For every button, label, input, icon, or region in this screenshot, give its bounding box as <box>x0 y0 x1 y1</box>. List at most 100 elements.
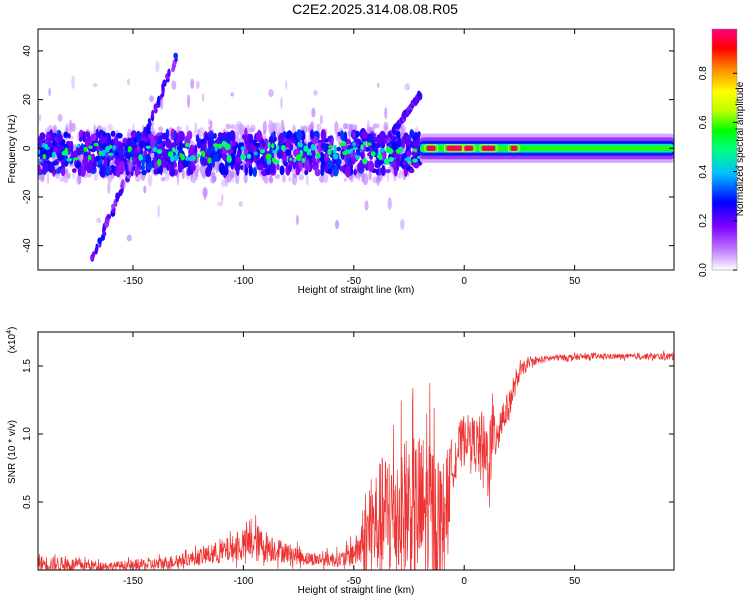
spectrogram-blob <box>357 162 364 171</box>
spectrogram-blob <box>313 89 318 96</box>
spectrogram-blob <box>45 134 51 139</box>
spectrogram-blob <box>149 95 154 103</box>
spectrogram-blob <box>72 168 77 173</box>
spectrogram-blob <box>71 122 75 133</box>
spectrogram-core <box>207 157 212 164</box>
spectrogram-blob <box>47 161 55 173</box>
spectrogram-blob <box>171 80 177 91</box>
spectrogram-blob <box>199 127 205 137</box>
spectrogram-blob <box>39 114 42 122</box>
spectrogram-blob <box>67 133 71 139</box>
spectrogram-blob <box>279 165 285 176</box>
spectrogram-blob <box>393 167 398 177</box>
spectrogram-x-ticks: -150 -100 -50 0 50 <box>123 29 581 287</box>
spectrogram-core <box>332 153 339 158</box>
spectrogram-blob <box>248 165 253 177</box>
spectrogram-blob <box>229 130 236 142</box>
spectrogram-core <box>170 155 175 162</box>
spectrogram-blob <box>367 160 375 172</box>
spectrogram-blob <box>72 172 75 180</box>
spectrogram-image <box>38 52 674 262</box>
spectrogram-blob <box>200 169 203 175</box>
spectrogram-core <box>226 155 232 163</box>
spectrogram-blob <box>293 173 297 179</box>
spectrogram-blob <box>157 204 160 218</box>
spectrogram-blob <box>249 124 256 133</box>
spectrogram-blob <box>400 218 405 231</box>
colorbar-label: Normalized spectral amplitude <box>735 81 746 216</box>
y-tick-label: 1.0 <box>22 427 33 441</box>
spectrogram-core <box>38 159 43 163</box>
spectrogram-blob <box>339 165 345 172</box>
spectrogram-core <box>217 143 223 149</box>
spectrogram-streak <box>387 131 392 139</box>
spectrogram-blob <box>57 113 63 122</box>
spectrogram-blob <box>107 123 113 132</box>
spectrogram-blob <box>178 130 185 142</box>
colorbar-tick-label: 0.6 <box>698 115 709 129</box>
colorbar-tick-label: 0.4 <box>698 164 709 178</box>
spectrogram-core <box>41 142 46 148</box>
spectrogram-core <box>240 153 247 161</box>
spectrogram-core <box>62 149 69 156</box>
spectrogram-blob <box>285 80 288 90</box>
spectrogram-core <box>332 148 337 154</box>
spectrogram-blob <box>296 129 303 142</box>
spectrogram-blob <box>205 166 212 178</box>
spectrogram-streak <box>167 68 171 78</box>
spectrogram-peak <box>510 145 518 151</box>
x-tick-label: -100 <box>233 576 253 587</box>
y-tick-label: 20 <box>22 94 33 106</box>
spectrogram-blob <box>134 166 140 174</box>
spectrogram-blob <box>176 174 180 186</box>
spectrogram-core <box>72 157 79 161</box>
spectrogram-y-axis-label: Frequency (Hz) <box>7 115 18 184</box>
spectrogram-blob <box>126 234 132 242</box>
spectrogram-blob <box>221 179 227 188</box>
spectrogram-streak <box>95 243 99 252</box>
spectrogram-blob <box>285 149 292 157</box>
spectrogram-blob <box>354 125 357 132</box>
spectrogram-core <box>87 154 92 161</box>
spectrogram-blob <box>263 138 269 151</box>
spectrogram-blob <box>63 131 69 139</box>
spectrogram-core <box>367 142 372 147</box>
spectrogram-blob <box>385 169 391 174</box>
spectrogram-blob <box>150 138 157 149</box>
spectrogram-blob <box>151 118 154 130</box>
x-tick-label: 50 <box>569 276 581 287</box>
colorbar-tick-label: 0.2 <box>698 213 709 227</box>
spectrogram-blob <box>164 171 170 182</box>
x-tick-label: -150 <box>123 276 143 287</box>
spectrogram-blob <box>230 124 235 130</box>
colorbar-tick-label: 0.0 <box>698 263 709 277</box>
spectrogram-blob <box>113 135 119 147</box>
spectrogram-blob <box>173 133 177 138</box>
spectrogram-blob <box>186 130 193 140</box>
spectrogram-blob <box>288 143 294 151</box>
spectrogram-blob <box>201 93 205 103</box>
spectrogram-blob <box>222 131 227 143</box>
spectrogram-blob <box>178 140 184 152</box>
snr-panel: -150 -100 -50 0 50 0.5 1.0 1.5 Height of strai… <box>6 327 675 596</box>
spectrogram-blob <box>413 161 420 169</box>
spectrogram-blob <box>209 120 213 128</box>
spectrogram-core <box>98 150 103 157</box>
spectrogram-core <box>276 144 280 151</box>
x-tick-label: 50 <box>569 576 581 587</box>
spectrogram-core <box>272 150 278 154</box>
spectrogram-blob <box>241 134 246 140</box>
spectrogram-core <box>214 146 218 152</box>
spectrogram-blob <box>336 146 342 152</box>
spectrogram-blob <box>376 174 380 186</box>
spectrogram-core <box>407 160 412 165</box>
spectrogram-blob <box>245 160 250 168</box>
spectrogram-core <box>88 145 93 149</box>
spectrogram-blob <box>395 141 403 148</box>
spectrogram-core <box>253 151 258 156</box>
spectrogram-blob <box>322 173 329 183</box>
spectrogram-blob <box>347 144 354 150</box>
spectrogram-blob <box>408 168 415 174</box>
spectrogram-blob <box>256 164 263 170</box>
spectrogram-core <box>179 152 183 158</box>
